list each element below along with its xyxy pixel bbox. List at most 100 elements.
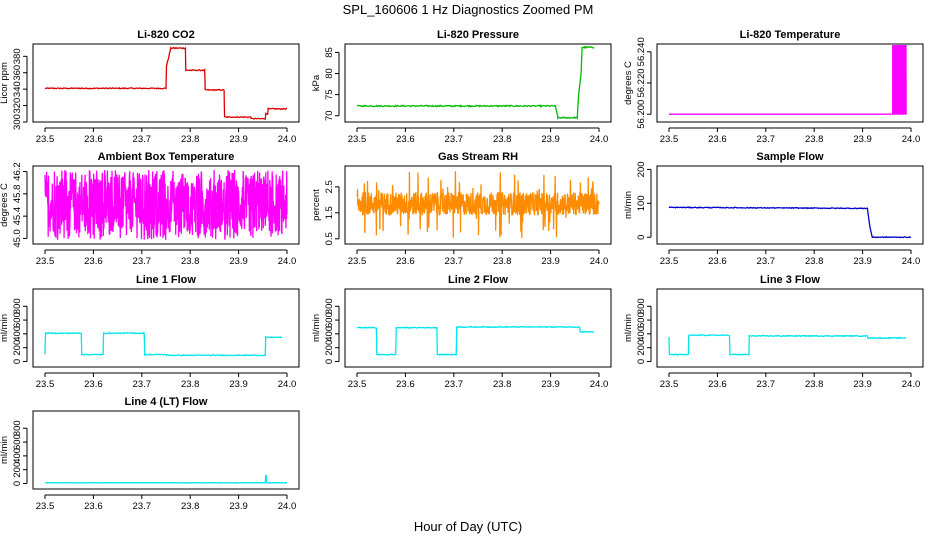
plot-frame [32, 165, 300, 245]
x-tick-label: 24.0 [278, 256, 297, 267]
x-tick-label: 23.8 [181, 134, 200, 145]
panel-sampleflow: Sample Flow 23.5 23.6 23.7 23.8 23.9 24.0 0 100 2… [623, 151, 924, 267]
x-tick-label: 23.9 [541, 379, 560, 390]
x-tick-label: 23.5 [348, 134, 367, 145]
y-tick-label: 320 [12, 98, 23, 114]
y-tick-label: 0 [636, 235, 647, 240]
x-tick-label: 23.6 [708, 256, 727, 267]
y-tick-label: 200 [636, 340, 647, 356]
x-tick-label: 23.6 [396, 256, 415, 267]
x-tick-label: 23.9 [541, 256, 560, 267]
panel-line2: Line 2 Flow 23.5 23.6 23.7 23.8 23.9 24.0 0 2004… [311, 274, 612, 390]
plot-frame [32, 410, 300, 490]
x-tick-label: 23.5 [348, 379, 367, 390]
series-line-sampleflow [668, 206, 912, 239]
series-band-temp [892, 45, 907, 115]
x-tick-label: 23.7 [133, 501, 152, 512]
x-tick-label: 23.8 [493, 256, 512, 267]
x-tick-label: 23.7 [133, 256, 152, 267]
x-tick-label: 23.5 [660, 379, 679, 390]
panel-line1: Line 1 Flow 23.5 23.6 23.7 23.8 23.9 24.0 0 2004… [0, 274, 300, 390]
y-tick-label: 45.0 [12, 229, 23, 248]
x-tick-label: 23.8 [181, 501, 200, 512]
x-tick-label: 23.6 [708, 134, 727, 145]
series-line-line1 [44, 331, 283, 357]
x-tick-label: 23.6 [84, 134, 103, 145]
y-tick-label: 0 [324, 359, 335, 364]
y-tick-label: 600 [12, 312, 23, 328]
y-tick-label: 340 [12, 81, 23, 97]
y-tick-label: 70 [324, 110, 335, 121]
y-tick-label: 360 [12, 65, 23, 81]
x-tick-label: 23.5 [36, 501, 55, 512]
series-line-co2 [44, 46, 288, 121]
y-axis-label: ml/min [311, 314, 322, 342]
y-tick-label: 45.8 [12, 185, 23, 204]
y-tick-label: 200 [324, 340, 335, 356]
plot-frame [344, 165, 612, 245]
series-line-line2 [356, 325, 595, 356]
panel-line3: Line 3 Flow 23.5 23.6 23.7 23.8 23.9 24.0 0 2004… [623, 274, 924, 390]
x-tick-label: 23.5 [660, 134, 679, 145]
plot-frame [344, 288, 612, 368]
panel-title: Line 4 (LT) Flow [125, 396, 208, 408]
y-tick-label: 800 [12, 298, 23, 314]
panel-pressure: Li-820 Pressure 23.5 23.6 23.7 23.8 23.9 24.0 7… [311, 29, 612, 145]
series-line-rh [356, 171, 600, 239]
y-tick-label: 400 [636, 326, 647, 342]
series-line-line3 [668, 334, 907, 356]
x-tick-label: 24.0 [278, 501, 297, 512]
panel-grid: Li-820 CO2 23.5 23.6 23.7 23.8 23.9 24.0 300320… [0, 29, 924, 512]
panel-title: Line 2 Flow [448, 274, 508, 286]
x-tick-label: 23.7 [445, 379, 464, 390]
x-tick-label: 23.9 [853, 256, 872, 267]
y-axis-label: kPa [311, 74, 322, 91]
y-axis-label: ml/min [0, 436, 10, 464]
x-tick-label: 23.7 [133, 134, 152, 145]
x-tick-label: 23.5 [660, 256, 679, 267]
y-tick-label: 200 [12, 340, 23, 356]
x-tick-label: 23.9 [541, 134, 560, 145]
x-tick-label: 23.8 [805, 134, 824, 145]
x-tick-label: 23.8 [805, 256, 824, 267]
y-tick-label: 45.4 [12, 207, 23, 226]
y-tick-label: 600 [324, 312, 335, 328]
x-tick-label: 23.7 [445, 134, 464, 145]
y-axis-label: degrees C [623, 61, 634, 105]
x-tick-label: 23.8 [493, 379, 512, 390]
series-band-outline [892, 45, 907, 115]
x-tick-label: 23.9 [853, 134, 872, 145]
series-line-pressure [356, 45, 595, 121]
panel-title: Li-820 Pressure [437, 29, 519, 41]
panel-ambtemp: Ambient Box Temperature 23.5 23.6 23.7 23.8 2… [0, 151, 300, 267]
x-tick-label: 23.7 [445, 256, 464, 267]
series-line-ambtemp [44, 169, 288, 240]
x-tick-label: 23.5 [36, 256, 55, 267]
x-tick-label: 23.9 [229, 501, 248, 512]
x-tick-label: 23.7 [133, 379, 152, 390]
x-tick-label: 23.6 [396, 134, 415, 145]
y-axis-label: degrees C [0, 183, 10, 227]
panel-title: Ambient Box Temperature [98, 151, 235, 163]
panel-title: Li-820 Temperature [740, 29, 841, 41]
y-axis-label: ml/min [0, 314, 10, 342]
x-tick-label: 23.6 [396, 379, 415, 390]
y-tick-label: 0 [12, 359, 23, 364]
y-tick-label: 400 [12, 448, 23, 464]
x-tick-label: 23.6 [84, 501, 103, 512]
panel-rh: Gas Stream RH 23.5 23.6 23.7 23.8 23.9 24.0 0.5… [311, 151, 612, 267]
x-tick-label: 24.0 [902, 134, 921, 145]
y-tick-label: 75 [324, 89, 335, 100]
plot-frame [656, 43, 924, 123]
x-tick-label: 23.5 [348, 256, 367, 267]
x-tick-label: 23.9 [229, 256, 248, 267]
plot-frame [32, 43, 300, 123]
plot-frame [656, 165, 924, 245]
y-tick-label: 380 [12, 48, 23, 64]
x-tick-label: 23.6 [84, 379, 103, 390]
y-tick-label: 46.2 [12, 162, 23, 181]
x-tick-label: 23.6 [84, 256, 103, 267]
x-tick-label: 23.5 [36, 134, 55, 145]
y-tick-label: 0 [12, 481, 23, 486]
x-tick-label: 24.0 [590, 256, 609, 267]
